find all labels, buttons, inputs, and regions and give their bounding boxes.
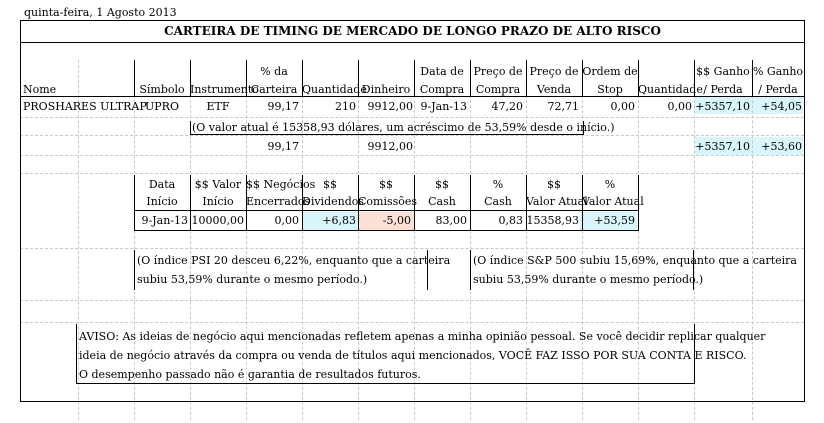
sum-valor-atual: 15358,93 bbox=[526, 214, 580, 227]
sum-header-comissoes-1: $$ bbox=[379, 178, 393, 191]
header-preco-compra-2: Compra bbox=[475, 83, 521, 96]
header-pct-carteira-2: Carteira bbox=[250, 83, 298, 96]
sum-valor-inicio: 10000,00 bbox=[191, 214, 245, 227]
position-preco-venda: 72,71 bbox=[547, 100, 580, 113]
sum-header-negocios-2: Encerrados bbox=[246, 195, 311, 208]
total-gain-cell-bg bbox=[695, 137, 753, 155]
total-dinheiro: 9912,00 bbox=[367, 140, 414, 153]
sum-pct-valor-atual: +53,59 bbox=[594, 214, 635, 227]
page-title: CARTEIRA DE TIMING DE MERCADO DE LONGO P… bbox=[164, 24, 661, 38]
sum-header-dividendos-2: Dividendos bbox=[302, 195, 365, 208]
position-instrumento: ETF bbox=[206, 100, 230, 113]
header-preco-compra-1: Preço de bbox=[473, 65, 523, 78]
position-dinheiro: 9912,00 bbox=[367, 100, 414, 113]
sum-dividendos: +6,83 bbox=[322, 214, 356, 227]
sum-header-pct-cash-2: Cash bbox=[484, 195, 512, 208]
sum-header-valor-atual-2: Valor Atual bbox=[526, 195, 588, 208]
header-ordem-stop-2: Stop bbox=[597, 83, 623, 96]
sum-header-pct-valor-atual-2: Valor Atual bbox=[582, 195, 644, 208]
date-label: quinta-feira, 1 Agosto 2013 bbox=[24, 6, 177, 19]
pct-gain-cell-bg bbox=[753, 96, 803, 114]
header-pct-ganho-2: / Perda bbox=[758, 83, 798, 96]
total-pct-carteira: 99,17 bbox=[267, 140, 300, 153]
total-pct-ganho: +53,60 bbox=[761, 140, 802, 153]
header-nome: Nome bbox=[23, 83, 57, 96]
header-quantidade2: Quantidade bbox=[638, 83, 703, 96]
header-dinheiro: Dinheiro bbox=[361, 83, 411, 96]
header-preco-venda-2: Venda bbox=[536, 83, 572, 96]
sum-header-valor-atual-1: $$ bbox=[547, 178, 561, 191]
header-simbolo: Símbolo bbox=[139, 83, 185, 96]
position-nome: PROSHARES ULTRAP bbox=[23, 100, 147, 113]
sum-header-comissoes-2: Comissões bbox=[358, 195, 418, 208]
header-ordem-stop-1: Ordem de bbox=[582, 65, 638, 78]
gain-cell-bg bbox=[695, 96, 753, 114]
sum-negocios: 0,00 bbox=[274, 214, 300, 227]
header-instrumento: Instrumento bbox=[190, 83, 259, 96]
disclaimer-box bbox=[76, 324, 695, 384]
header-data-compra-1: Data de bbox=[420, 65, 464, 78]
sum-header-valor-inicio-1: $$ Valor bbox=[194, 178, 242, 191]
sum-cash: 83,00 bbox=[435, 214, 468, 227]
position-preco-compra: 47,20 bbox=[491, 100, 524, 113]
total-pct-gain-cell-bg bbox=[753, 137, 803, 155]
header-preco-venda-1: Preço de bbox=[529, 65, 579, 78]
disclaimer-line-3: O desempenho passado não é garantia de r… bbox=[79, 368, 421, 381]
note-box bbox=[190, 121, 584, 135]
sum-header-negocios-1: $$ Negócios bbox=[246, 178, 316, 191]
sum-pct-cash: 0,83 bbox=[498, 214, 524, 227]
sum-data-inicio: 9-Jan-13 bbox=[141, 214, 188, 227]
header-pct-carteira-1: % da bbox=[260, 65, 288, 78]
total-ganho: +5357,10 bbox=[695, 140, 750, 153]
position-ordem-stop: 0,00 bbox=[610, 100, 636, 113]
psi-note-line-2: subiu 53,59% durante o mesmo período.) bbox=[137, 273, 368, 286]
position-quantidade2: 0,00 bbox=[667, 100, 693, 113]
sp-note-line-2: subiu 53,59% durante o mesmo período.) bbox=[473, 273, 704, 286]
header-pct-ganho-1: % Ganho bbox=[752, 65, 804, 78]
header-ganho-2: / Perda bbox=[703, 83, 743, 96]
portfolio-frame bbox=[20, 20, 805, 402]
psi-note-line-1: (O índice PSI 20 desceu 6,22%, enquanto … bbox=[137, 254, 451, 267]
pct-current-cell-bg bbox=[580, 212, 637, 230]
position-ganho: +5357,10 bbox=[695, 100, 750, 113]
sum-header-data-inicio-1: Data bbox=[148, 178, 176, 191]
sp-note-box bbox=[470, 250, 694, 290]
psi-note-box bbox=[134, 250, 428, 290]
sum-header-data-inicio-2: Início bbox=[146, 195, 178, 208]
sum-header-pct-cash-1: % bbox=[492, 178, 504, 191]
position-pct-carteira: 99,17 bbox=[267, 100, 300, 113]
sum-comissoes: -5,00 bbox=[382, 214, 411, 227]
sum-header-valor-inicio-2: Início bbox=[202, 195, 234, 208]
dividends-cell-bg bbox=[303, 212, 359, 230]
position-pct-ganho: +54,05 bbox=[761, 100, 802, 113]
header-data-compra-2: Compra bbox=[419, 83, 465, 96]
header-ganho-1: $$ Ganho bbox=[696, 65, 750, 78]
disclaimer-line-1: AVISO: As ideias de negócio aqui mencion… bbox=[79, 330, 766, 343]
commissions-cell-bg bbox=[359, 212, 414, 230]
sum-header-cash-2: Cash bbox=[428, 195, 456, 208]
disclaimer-line-2: ideia de negócio através da compra ou ve… bbox=[79, 349, 747, 362]
current-value-note: (O valor atual é 15358,93 dólares, um ac… bbox=[192, 121, 615, 134]
position-data-compra: 9-Jan-13 bbox=[420, 100, 467, 113]
sum-header-cash-1: $$ bbox=[435, 178, 449, 191]
sum-header-dividendos-1: $$ bbox=[323, 178, 337, 191]
sp-note-line-1: (O índice S&P 500 subiu 15,69%, enquanto… bbox=[473, 254, 797, 267]
position-simbolo: UPRO bbox=[145, 100, 179, 113]
position-quantidade: 210 bbox=[335, 100, 356, 113]
sum-header-pct-valor-atual-1: % bbox=[604, 178, 616, 191]
header-quantidade: Quantidade bbox=[302, 83, 367, 96]
